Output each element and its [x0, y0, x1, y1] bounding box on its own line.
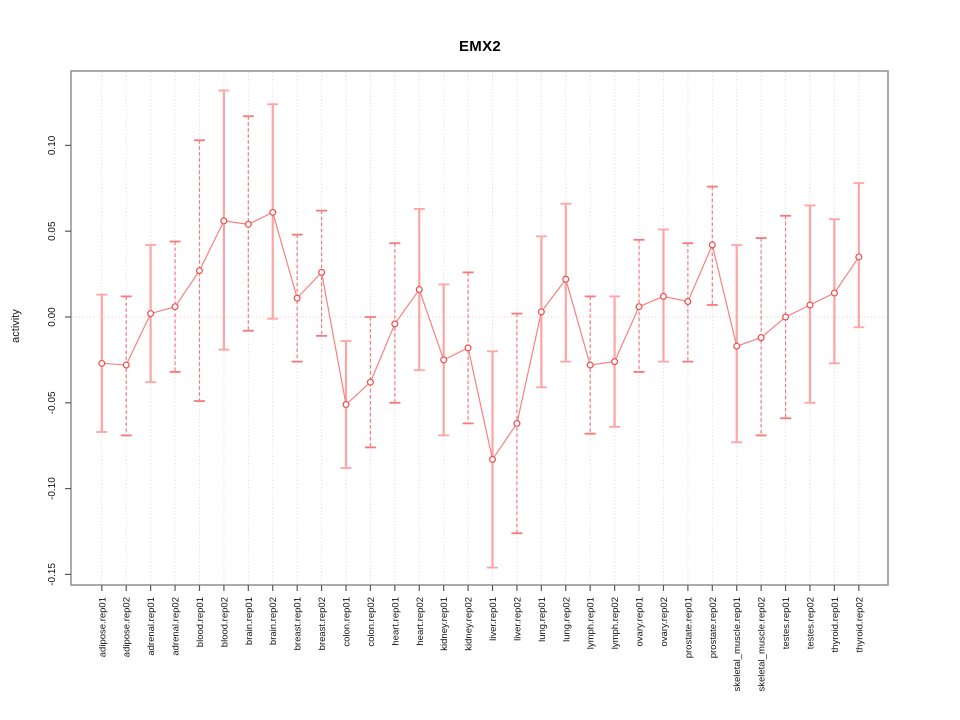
y-tick-label: -0.15 [47, 563, 58, 586]
data-point [269, 208, 277, 216]
data-point [586, 361, 594, 369]
data-point [733, 342, 741, 350]
x-tick-label: ovary.rep02 [659, 597, 670, 646]
x-tick-label: adrenal.rep01 [146, 597, 157, 656]
data-point [98, 359, 106, 367]
x-tick-label: brain.rep02 [268, 597, 279, 645]
x-tick-label: lung.rep01 [537, 597, 548, 642]
data-point [830, 289, 838, 297]
x-tick-label: lymph.rep02 [610, 597, 621, 649]
data-point [635, 303, 643, 311]
x-tick-label: blood.rep01 [195, 597, 206, 647]
x-tick-label: testes.rep02 [805, 597, 816, 649]
data-point [537, 308, 545, 316]
x-tick-label: breast.rep01 [293, 597, 304, 650]
data-point [708, 241, 716, 249]
plot-frame [70, 70, 889, 586]
data-point [440, 356, 448, 364]
x-tick-label: liver.rep02 [512, 597, 523, 641]
data-point [293, 294, 301, 302]
x-tick-label: kidney.rep02 [464, 597, 475, 651]
x-tick-label: kidney.rep01 [439, 597, 450, 651]
x-tick-label: heart.rep02 [415, 597, 426, 646]
x-tick-label: thyroid.rep02 [854, 597, 865, 652]
x-tick-label: adipose.rep01 [97, 597, 108, 657]
data-point [611, 358, 619, 366]
x-tick-label: adipose.rep02 [122, 597, 133, 657]
data-point [806, 301, 814, 309]
x-tick-label: skeletal_muscle.rep02 [757, 597, 768, 692]
series-line [101, 211, 860, 461]
data-point [757, 334, 765, 342]
y-tick-label: 0.10 [47, 135, 58, 155]
x-tick-label: testes.rep01 [781, 597, 792, 649]
y-tick-label: -0.10 [47, 477, 58, 500]
x-tick-label: skeletal_muscle.rep01 [732, 597, 743, 692]
y-tick-label: 0.05 [47, 221, 58, 241]
x-tick-label: thyroid.rep01 [830, 597, 841, 652]
x-tick-label: colon.rep02 [366, 597, 377, 647]
x-tick-label: prostate.rep02 [708, 597, 719, 658]
data-point [122, 361, 130, 369]
data-point [464, 344, 472, 352]
data-point [244, 220, 252, 228]
chart-title: EMX2 [458, 38, 502, 55]
x-tick-label: liver.rep01 [488, 597, 499, 641]
x-tick-label: brain.rep01 [244, 597, 255, 645]
data-point [562, 275, 570, 283]
data-point [220, 217, 228, 225]
x-tick-label: adrenal.rep02 [171, 597, 182, 656]
x-tick-label: heart.rep01 [390, 597, 401, 646]
data-point [782, 313, 790, 321]
y-tick-label: 0.00 [47, 307, 58, 327]
data-point [855, 253, 863, 261]
data-point [513, 419, 521, 427]
x-tick-label: breast.rep02 [317, 597, 328, 650]
x-tick-label: colon.rep01 [342, 597, 353, 647]
data-point [391, 320, 399, 328]
data-point [195, 267, 203, 275]
x-tick-label: prostate.rep01 [683, 597, 694, 658]
data-point [366, 378, 374, 386]
data-point [171, 303, 179, 311]
data-point [489, 455, 497, 463]
x-tick-label: lung.rep02 [561, 597, 572, 642]
data-point [318, 268, 326, 276]
data-point [342, 401, 350, 409]
data-point [415, 286, 423, 294]
y-tick-label: -0.05 [47, 391, 58, 414]
data-point [659, 292, 667, 300]
data-point [684, 298, 692, 306]
x-tick-label: ovary.rep01 [635, 597, 646, 646]
data-point [147, 310, 155, 318]
x-tick-label: lymph.rep01 [586, 597, 597, 649]
x-tick-label: blood.rep02 [219, 597, 230, 647]
